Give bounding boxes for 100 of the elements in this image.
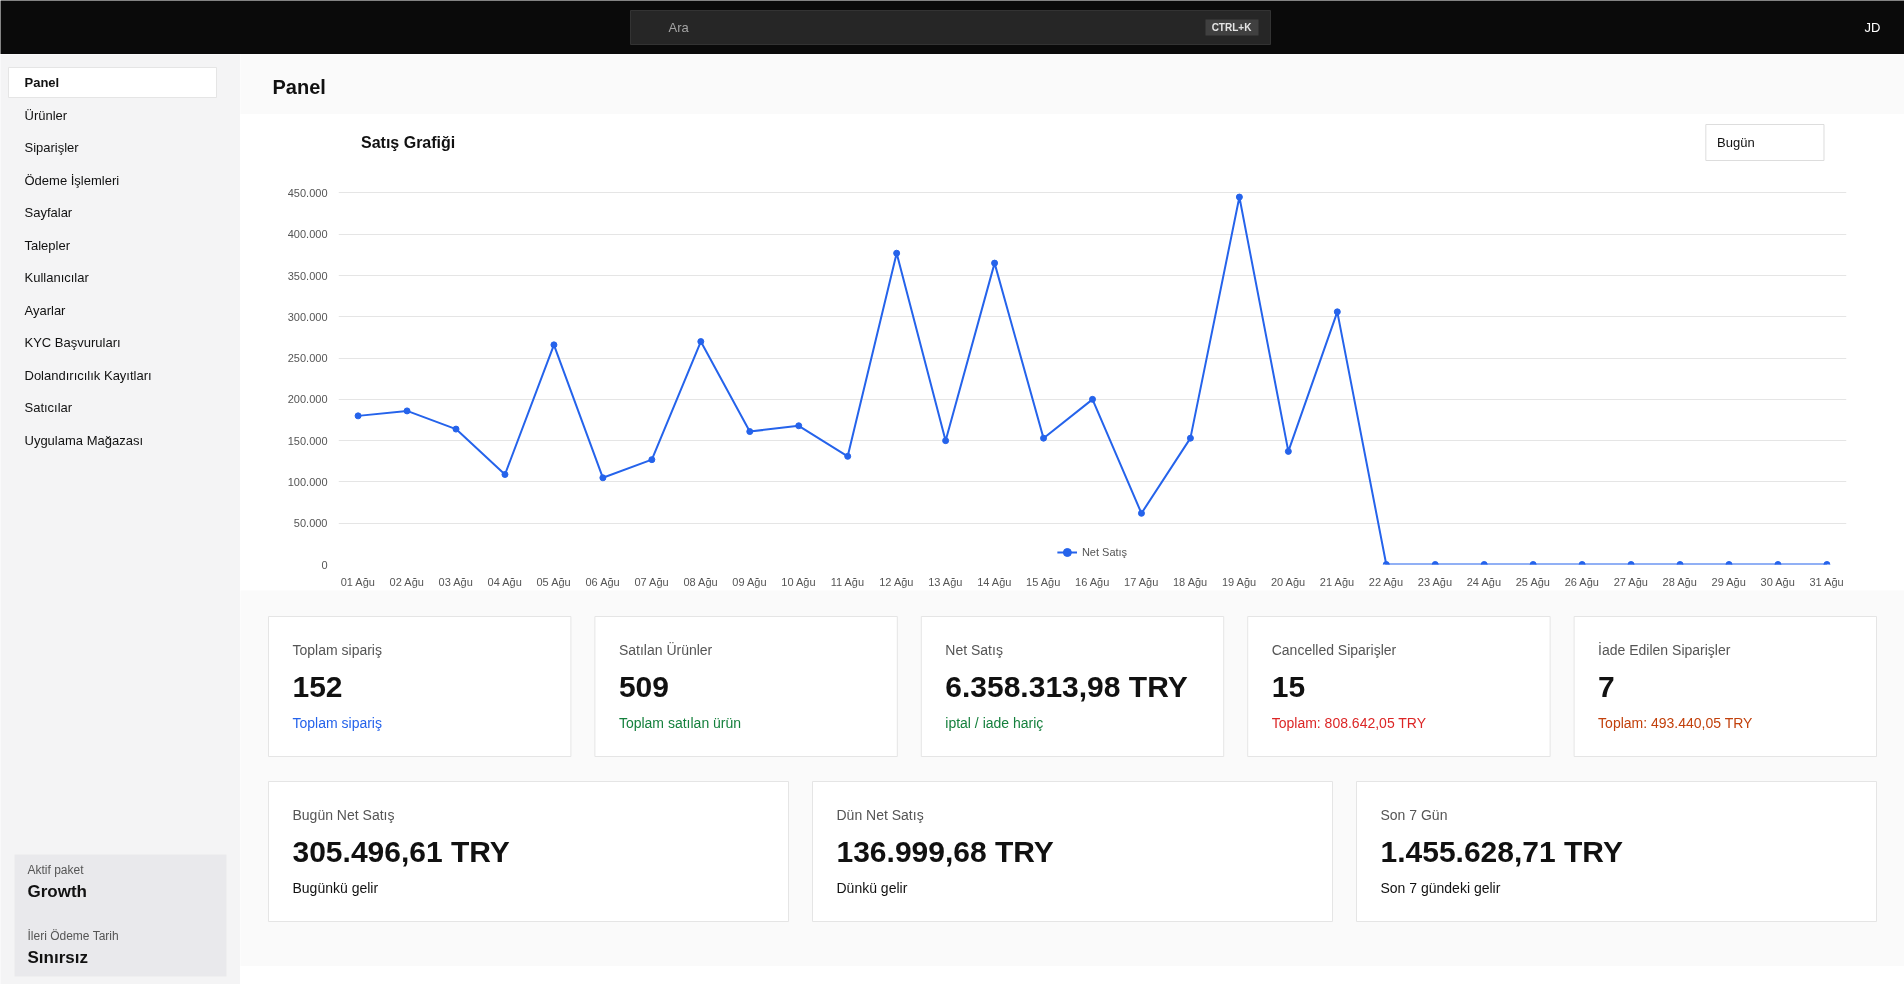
x-tick-label: 06 Ağu — [585, 575, 620, 588]
x-tick-label: 30 Ağu — [1760, 575, 1795, 588]
text: Satıcılar — [24, 400, 73, 415]
point — [403, 407, 411, 415]
text: Aktif paket — [27, 862, 85, 877]
text: 136.999,68 TRY — [836, 835, 1054, 868]
point — [452, 425, 460, 433]
x-tick-label: 22 Ağu — [1368, 575, 1404, 588]
text: Kullanıcılar — [24, 270, 90, 285]
y-tick-label: 100.000 — [287, 475, 328, 488]
text: 152 — [292, 669, 343, 703]
x-tick-label: 19 Ağu — [1221, 575, 1257, 588]
text: Talepler — [24, 237, 71, 253]
x-tick-label: 23 Ağu — [1417, 575, 1453, 588]
x-tick-label: 03 Ağu — [438, 575, 473, 588]
text: CTRL+K — [1211, 22, 1253, 33]
x-tick-label: 15 Ağu — [1026, 575, 1061, 588]
x-tick-label: 02 Ağu — [389, 575, 424, 588]
point — [746, 428, 754, 436]
legend-label: Net Satış — [1081, 546, 1128, 558]
y-tick-label: 400.000 — [287, 228, 328, 241]
text: Sınırsız — [27, 948, 88, 967]
x-tick-label: 17 Ağu — [1124, 575, 1159, 588]
text: Bugünkü gelir — [292, 879, 379, 896]
point — [1137, 509, 1145, 517]
text: Toplam sipariş — [292, 641, 382, 658]
point — [1284, 447, 1292, 455]
point — [1040, 434, 1048, 442]
point — [501, 471, 509, 478]
text: İleri Ödeme Tarih — [27, 928, 119, 943]
text: Son 7 gündeki gelir — [1380, 879, 1501, 896]
text: Satılan Ürünler — [618, 640, 713, 658]
y-tick-label: 200.000 — [287, 393, 328, 406]
text: 15 — [1271, 669, 1306, 703]
x-tick-label: 12 Ağu — [879, 575, 914, 588]
y-tick-label: 0 — [321, 558, 328, 571]
point — [844, 452, 852, 460]
text: Toplam satılan ürün — [618, 714, 742, 731]
text: Dolandırıcılık Kayıtları — [24, 367, 152, 383]
x-tick-label: 18 Ağu — [1172, 575, 1208, 588]
text: Son 7 Gün — [1380, 806, 1448, 823]
point — [1186, 434, 1194, 442]
text: 6.358.313,98 TRY — [945, 670, 1188, 703]
y-tick-label: 300.000 — [287, 310, 328, 323]
text: Bugün Net Satış — [292, 806, 395, 823]
text: Sayfalar — [24, 205, 73, 220]
text: 7 — [1598, 669, 1615, 703]
x-tick-label: 10 Ağu — [781, 575, 816, 588]
x-tick-label: 05 Ağu — [536, 575, 571, 588]
x-tick-label: 01 Ağu — [340, 575, 375, 588]
text: JD — [1864, 20, 1881, 35]
point — [1235, 193, 1243, 201]
y-tick-label: 450.000 — [287, 186, 328, 199]
text: Panel — [272, 75, 326, 98]
x-tick-label: 14 Ağu — [977, 575, 1012, 588]
point — [648, 456, 656, 464]
point — [1333, 308, 1341, 316]
point — [991, 259, 999, 267]
x-tick-label: 09 Ağu — [732, 575, 767, 588]
text: Siparişler — [24, 140, 80, 155]
text: KYC Başvuruları — [24, 335, 121, 350]
text: Toplam: 808.642,05 TRY — [1271, 714, 1427, 731]
x-tick-label: 11 Ağu — [830, 575, 865, 588]
x-tick-label: 24 Ağu — [1466, 575, 1502, 588]
text: Dünkü gelir — [836, 879, 908, 896]
x-tick-label: 13 Ağu — [928, 575, 963, 588]
x-tick-label: 04 Ağu — [487, 575, 522, 588]
text: İade Edilen Siparişler — [1598, 640, 1731, 658]
x-tick-label: 26 Ağu — [1564, 575, 1599, 588]
text: Uygulama Mağazası — [24, 432, 143, 448]
text: iptal / iade hariç — [945, 714, 1044, 731]
y-tick-label: 350.000 — [287, 269, 328, 282]
x-tick-label: 07 Ağu — [634, 575, 669, 588]
text: Ayarlar — [24, 302, 67, 318]
x-tick-label: 25 Ağu — [1515, 575, 1550, 588]
text: 509 — [618, 669, 669, 703]
x-tick-label: 08 Ağu — [683, 575, 718, 588]
text: Ödeme İşlemleri — [24, 172, 120, 188]
text: 305.496,61 TRY — [292, 835, 510, 868]
x-tick-label: 28 Ağu — [1662, 575, 1697, 588]
x-tick-label: 16 Ağu — [1075, 575, 1110, 588]
text: Ara — [668, 20, 690, 35]
x-tick-label: 29 Ağu — [1711, 575, 1746, 588]
x-tick-label: 27 Ağu — [1613, 575, 1648, 588]
text: Panel — [24, 75, 60, 90]
text: Cancelled Siparişler — [1271, 641, 1397, 658]
text: Bugün — [1717, 135, 1755, 150]
y-tick-label: 150.000 — [287, 434, 328, 447]
text: Growth — [27, 882, 87, 901]
text: Net Satış — [945, 641, 1003, 658]
point — [942, 437, 950, 445]
point — [599, 474, 607, 482]
text: 1.455.628,71 TRY — [1380, 835, 1623, 868]
chart-title: Satış Grafiği — [361, 134, 456, 151]
point — [354, 412, 362, 420]
point — [697, 338, 705, 346]
point — [795, 422, 803, 430]
text: Ürünler — [24, 107, 68, 123]
text: Toplam sipariş — [292, 714, 382, 731]
text: Toplam: 493.440,05 TRY — [1598, 714, 1754, 731]
